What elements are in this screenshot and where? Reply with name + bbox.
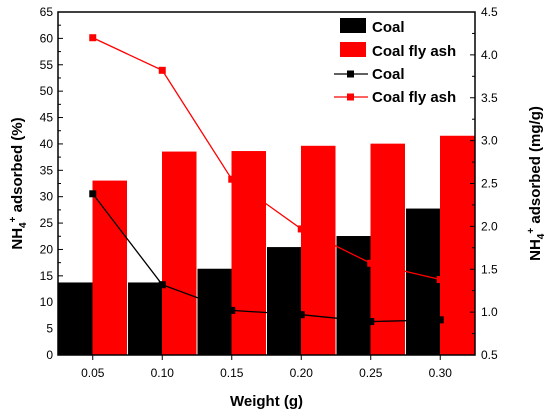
right-tick-label-4: 2.5 xyxy=(481,177,498,191)
point-coal-fly-ash-1 xyxy=(158,66,166,74)
bar-coal-1 xyxy=(128,282,163,356)
bar-coal-0 xyxy=(58,282,93,356)
legend-label-coal-bar: Coal xyxy=(372,19,405,36)
point-coal-5 xyxy=(436,316,444,324)
right-tick-label-7: 4.0 xyxy=(481,48,498,62)
right-tick-label-8: 4.5 xyxy=(481,5,498,19)
point-coal-2 xyxy=(228,306,236,314)
left-tick-label-0: 0 xyxy=(46,348,53,362)
left-y-axis-title: NH4+ adsorbed (%) xyxy=(8,117,29,249)
x-tick-label-2: 0.15 xyxy=(220,366,244,380)
right-tick-label-3: 2.0 xyxy=(481,219,498,233)
left-tick-label-12: 60 xyxy=(40,31,54,45)
right-y-title-main: NH xyxy=(527,239,544,261)
left-tick-label-8: 40 xyxy=(40,137,54,151)
right-tick-label-2: 1.5 xyxy=(481,262,498,276)
line-coal-fly-ash xyxy=(92,37,441,281)
legend-swatch-coal-bar xyxy=(340,18,366,33)
x-tick-label-3: 0.20 xyxy=(290,366,314,380)
line-coal xyxy=(92,193,441,323)
legend-swatch-coal-fly-ash-bar xyxy=(340,42,366,57)
point-coal-4 xyxy=(367,318,375,326)
left-y-axis: 0 5 10 15 20 25 30 35 40 45 50 55 60 65 xyxy=(40,5,63,362)
right-y-title-rest: adsorbed (mg/g) xyxy=(527,106,544,228)
legend-label-coal-line: Coal xyxy=(372,66,405,83)
bar-coal-4 xyxy=(336,236,371,356)
lines-layer xyxy=(89,34,444,326)
point-coal-fly-ash-0 xyxy=(89,34,97,42)
left-tick-label-2: 10 xyxy=(40,295,54,309)
left-y-title-sup: + xyxy=(8,216,19,222)
bars-layer xyxy=(58,135,475,356)
left-tick-label-10: 50 xyxy=(40,84,54,98)
right-tick-label-1: 1.0 xyxy=(481,305,498,319)
x-tick-label-4: 0.25 xyxy=(359,366,383,380)
point-coal-1 xyxy=(158,281,166,289)
right-y-axis: 0.5 1.0 1.5 2.0 2.5 3.0 3.5 4.0 4.5 xyxy=(470,5,498,362)
right-tick-label-6: 3.5 xyxy=(481,91,498,105)
left-tick-label-4: 20 xyxy=(40,242,54,256)
x-tick-label-1: 0.10 xyxy=(151,366,175,380)
left-y-title-main: NH xyxy=(9,228,26,250)
x-axis-title: Weight (g) xyxy=(230,393,303,410)
left-y-title-sub: 4 xyxy=(18,222,29,228)
right-y-title-sub: 4 xyxy=(536,233,547,239)
bar-coal-fly-ash-3 xyxy=(301,145,336,356)
left-tick-label-9: 45 xyxy=(40,111,54,125)
bar-coal-3 xyxy=(267,247,302,356)
point-coal-fly-ash-2 xyxy=(228,175,236,183)
x-tick-label-0: 0.05 xyxy=(81,366,105,380)
left-tick-label-13: 65 xyxy=(40,5,54,19)
right-tick-label-5: 3.0 xyxy=(481,134,498,148)
left-tick-label-11: 55 xyxy=(40,58,54,72)
bar-coal-2 xyxy=(197,268,232,356)
point-coal-0 xyxy=(89,190,97,198)
left-tick-label-5: 25 xyxy=(40,216,54,230)
legend-marker-coal xyxy=(347,70,354,78)
left-y-title-rest: adsorbed (%) xyxy=(9,117,26,216)
point-coal-fly-ash-5 xyxy=(436,276,444,284)
right-tick-label-0: 0.5 xyxy=(481,348,498,362)
x-tick-label-5: 0.30 xyxy=(429,366,453,380)
legend-label-coal-fly-ash-bar: Coal fly ash xyxy=(372,43,456,60)
left-tick-label-6: 30 xyxy=(40,190,54,204)
x-axis: 0.05 0.10 0.15 0.20 0.25 0.30 xyxy=(81,355,452,380)
bar-coal-fly-ash-0 xyxy=(92,180,127,356)
left-tick-label-3: 15 xyxy=(40,269,54,283)
bar-coal-fly-ash-2 xyxy=(231,151,266,356)
bar-coal-5 xyxy=(406,208,441,356)
legend-label-coal-fly-ash-line: Coal fly ash xyxy=(372,89,456,106)
left-tick-label-1: 5 xyxy=(46,322,53,336)
right-y-axis-title: NH4+ adsorbed (mg/g) xyxy=(526,106,547,261)
legend-marker-coal-fly-ash xyxy=(347,93,354,101)
bar-coal-fly-ash-1 xyxy=(162,151,197,356)
bar-coal-fly-ash-5 xyxy=(440,135,475,356)
point-coal-fly-ash-3 xyxy=(297,225,305,233)
point-coal-3 xyxy=(297,311,305,319)
left-tick-label-7: 35 xyxy=(40,163,54,177)
point-coal-fly-ash-4 xyxy=(367,259,375,267)
legend: Coal Coal fly ash Coal Coal fly ash xyxy=(334,18,456,106)
bar-coal-fly-ash-4 xyxy=(370,143,405,356)
right-y-title-sup: + xyxy=(526,228,537,234)
